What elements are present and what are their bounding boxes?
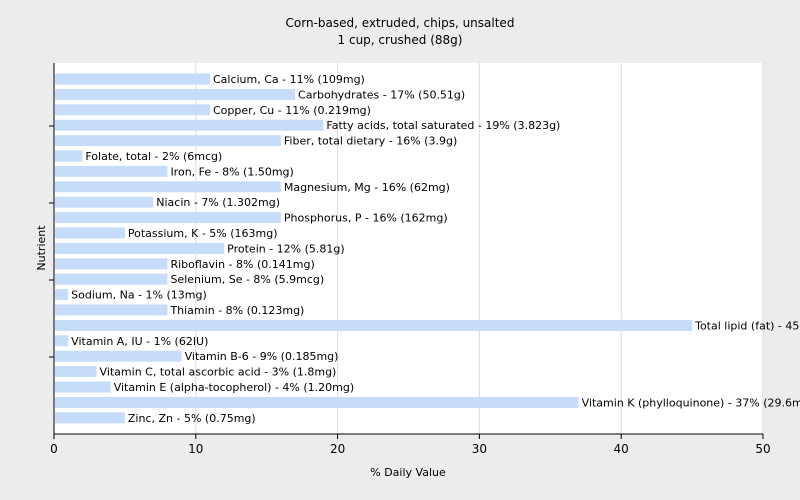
bar [55,412,125,424]
bar [55,88,296,100]
bar [55,196,154,208]
x-axis-ticks: 0 10 20 30 40 50 [50,434,771,456]
x-tick-label: 10 [188,442,203,456]
bar-label: Carbohydrates - 17% (50.51g) [298,88,465,101]
bar-label: Fiber, total dietary - 16% (3.9g) [284,135,457,148]
bar [55,119,324,131]
bar [55,258,168,270]
bar-label: Vitamin E (alpha-tocopherol) - 4% (1.20m… [114,381,354,394]
bar [55,212,281,224]
bar-label: Iron, Fe - 8% (1.50mg) [170,165,293,178]
bar-label: Vitamin A, IU - 1% (62IU) [71,335,208,348]
bar-label: Total lipid (fat) - 45% (29.39g) [694,319,800,332]
y-axis-title: Nutrient [35,225,48,271]
bar-label: Folate, total - 2% (6mcg) [85,150,222,163]
bar [55,73,210,85]
bar [55,104,210,116]
chart-subtitle: 1 cup, crushed (88g) [338,33,463,47]
bar [55,350,182,362]
bar-label: Selenium, Se - 8% (5.9mcg) [170,273,324,286]
x-axis-title: % Daily Value [370,466,446,479]
bar-label: Thiamin - 8% (0.123mg) [169,304,304,317]
bar-label: Potassium, K - 5% (163mg) [128,227,278,240]
bar-label: Fatty acids, total saturated - 19% (3.82… [326,119,560,132]
x-tick-label: 0 [50,442,58,456]
x-tick-label: 30 [472,442,487,456]
bar [55,165,168,177]
bar [55,289,69,301]
bar-label: Vitamin B-6 - 9% (0.185mg) [185,350,339,363]
bar [55,135,281,147]
bar [55,273,168,285]
bar-labels: Calcium, Ca - 11% (109mg) Carbohydrates -… [71,73,800,425]
bar-label: Phosphorus, P - 16% (162mg) [284,212,448,225]
bar-label: Sodium, Na - 1% (13mg) [71,289,207,302]
bar-label: Zinc, Zn - 5% (0.75mg) [128,412,256,425]
bar-label: Calcium, Ca - 11% (109mg) [213,73,365,86]
bar-label: Riboflavin - 8% (0.141mg) [170,258,314,271]
bar [55,319,693,331]
bar [55,227,125,239]
x-tick-label: 50 [755,442,770,456]
x-tick-label: 40 [614,442,629,456]
bar [55,335,69,347]
bar [55,396,579,408]
bar-label: Niacin - 7% (1.302mg) [156,196,280,209]
bar [55,181,281,193]
bar-label: Protein - 12% (5.81g) [227,242,345,255]
bar-label: Magnesium, Mg - 16% (62mg) [284,181,450,194]
bar-label: Copper, Cu - 11% (0.219mg) [213,104,371,117]
bar [55,150,83,162]
bar [55,381,111,393]
x-tick-label: 20 [330,442,345,456]
bar-label: Vitamin K (phylloquinone) - 37% (29.6mcg… [582,396,800,409]
chart-title: Corn-based, extruded, chips, unsalted [286,16,515,30]
y-axis-ticks [49,125,54,358]
bars [55,73,693,424]
bar [55,242,225,254]
bar-label: Vitamin C, total ascorbic acid - 3% (1.8… [100,366,337,379]
bar [55,366,97,378]
bar [55,304,168,316]
